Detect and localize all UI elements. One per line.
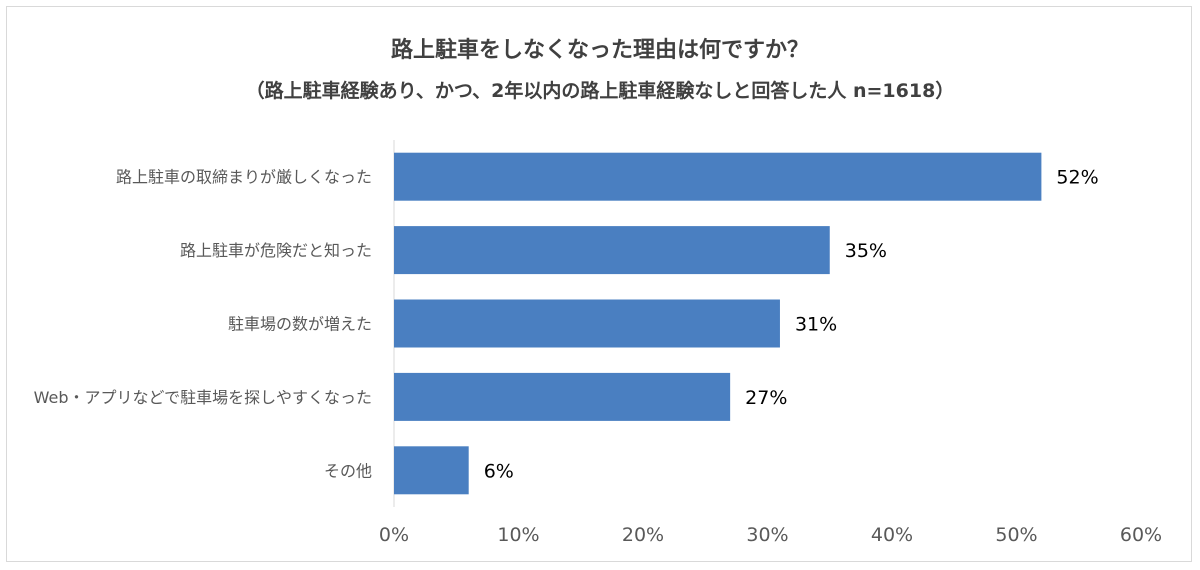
bar [394, 299, 780, 348]
bars-group [394, 152, 1042, 495]
x-tick-label: 40% [871, 524, 913, 546]
x-tick-labels-group: 0% 10% 20% 30% 40% 50% 60% [379, 524, 1162, 546]
data-label: 35% [845, 240, 887, 262]
category-label: 路上駐車の取締まりが厳しくなった [116, 168, 372, 187]
x-tick-label: 0% [379, 524, 409, 546]
x-tick-label: 20% [622, 524, 664, 546]
data-label: 52% [1056, 167, 1098, 189]
bar [394, 446, 469, 495]
category-label: 駐車場の数が増えた [228, 315, 372, 334]
category-label: Web・アプリなどで駐車場を探しやすくなった [34, 388, 372, 407]
category-label: その他 [324, 461, 372, 480]
x-tick-label: 50% [995, 524, 1037, 546]
chart-subtitle: （路上駐車経験あり、かつ、2年以内の路上駐車経験なしと回答した人 n=1618） [245, 80, 955, 102]
data-labels-group: 52% 35% 31% 27% 6% [484, 167, 1099, 483]
data-label: 27% [745, 387, 787, 409]
data-label: 31% [795, 314, 837, 336]
category-label: 路上駐車が危険だと知った [180, 241, 372, 260]
x-tick-label: 30% [746, 524, 788, 546]
chart-frame [6, 6, 1192, 562]
x-tick-label: 60% [1120, 524, 1162, 546]
bar [394, 152, 1042, 201]
chart-title: 路上駐車をしなくなった理由は何ですか？ [390, 38, 809, 63]
x-tick-label: 10% [497, 524, 539, 546]
bar [394, 226, 830, 275]
data-label: 6% [484, 460, 514, 482]
bar [394, 372, 731, 421]
